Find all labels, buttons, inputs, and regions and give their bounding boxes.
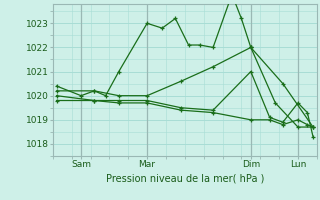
X-axis label: Pression niveau de la mer( hPa ): Pression niveau de la mer( hPa ) xyxy=(106,173,264,183)
